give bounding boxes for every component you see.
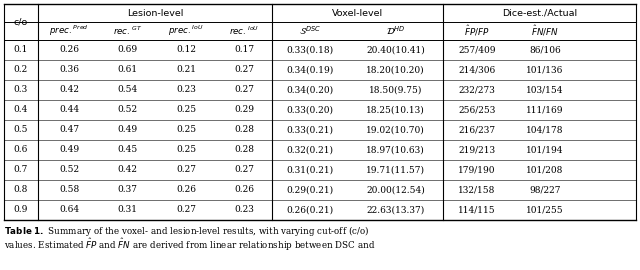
- Text: 0.12: 0.12: [176, 46, 196, 55]
- Text: 101/194: 101/194: [526, 146, 564, 154]
- Text: 18.20(10.20): 18.20(10.20): [366, 66, 425, 75]
- Text: 101/255: 101/255: [526, 205, 564, 214]
- Text: 0.6: 0.6: [14, 146, 28, 154]
- Text: 257/409: 257/409: [458, 46, 496, 55]
- Text: 0.32(0.21): 0.32(0.21): [287, 146, 333, 154]
- Text: 0.33(0.21): 0.33(0.21): [287, 126, 333, 134]
- Text: 0.47: 0.47: [59, 126, 79, 134]
- Text: 0.44: 0.44: [59, 106, 79, 114]
- Text: c/o: c/o: [14, 18, 28, 26]
- Text: 104/178: 104/178: [526, 126, 564, 134]
- Text: 0.7: 0.7: [14, 166, 28, 174]
- Text: $\hat{F}P/FP$: $\hat{F}P/FP$: [464, 24, 490, 38]
- Text: 98/227: 98/227: [529, 185, 561, 194]
- Text: 0.26: 0.26: [234, 185, 255, 194]
- Text: 0.45: 0.45: [117, 146, 138, 154]
- Text: 0.27: 0.27: [176, 205, 196, 214]
- Text: 0.23: 0.23: [235, 205, 255, 214]
- Text: 0.26(0.21): 0.26(0.21): [287, 205, 333, 214]
- Text: 0.9: 0.9: [14, 205, 28, 214]
- Text: 20.40(10.41): 20.40(10.41): [366, 46, 425, 55]
- Text: 0.1: 0.1: [14, 46, 28, 55]
- Text: 19.71(11.57): 19.71(11.57): [366, 166, 425, 174]
- Text: 0.49: 0.49: [59, 146, 79, 154]
- Text: 101/208: 101/208: [526, 166, 564, 174]
- Text: 0.23: 0.23: [176, 86, 196, 94]
- Text: 0.21: 0.21: [176, 66, 196, 75]
- Text: 114/115: 114/115: [458, 205, 496, 214]
- Text: 0.61: 0.61: [117, 66, 138, 75]
- Text: 0.64: 0.64: [59, 205, 79, 214]
- Text: 0.42: 0.42: [59, 86, 79, 94]
- Text: 111/169: 111/169: [526, 106, 564, 114]
- Text: 0.52: 0.52: [59, 166, 79, 174]
- Text: $\hat{F}N/FN$: $\hat{F}N/FN$: [531, 24, 559, 38]
- Text: 0.37: 0.37: [118, 185, 138, 194]
- Text: 0.17: 0.17: [234, 46, 255, 55]
- Text: 0.29: 0.29: [234, 106, 255, 114]
- Text: Voxel-level: Voxel-level: [332, 8, 383, 18]
- Text: 0.31(0.21): 0.31(0.21): [287, 166, 333, 174]
- Text: 0.28: 0.28: [234, 126, 255, 134]
- Text: Dice-est./Actual: Dice-est./Actual: [502, 8, 577, 18]
- Text: 0.33(0.18): 0.33(0.18): [287, 46, 333, 55]
- Text: $prec.^{Pred}$: $prec.^{Pred}$: [49, 24, 89, 38]
- Text: 0.54: 0.54: [117, 86, 138, 94]
- Text: 18.97(10.63): 18.97(10.63): [366, 146, 425, 154]
- Text: 0.4: 0.4: [14, 106, 28, 114]
- Text: $rec.^{IoU}$: $rec.^{IoU}$: [229, 25, 260, 37]
- Text: 0.28: 0.28: [234, 146, 255, 154]
- Text: values. Estimated $\hat{F}P$ and $\hat{F}N$ are derived from linear relationship: values. Estimated $\hat{F}P$ and $\hat{F…: [4, 236, 375, 253]
- Text: 132/158: 132/158: [458, 185, 496, 194]
- Text: 86/106: 86/106: [529, 46, 561, 55]
- Text: 0.29(0.21): 0.29(0.21): [287, 185, 333, 194]
- Text: 0.26: 0.26: [176, 185, 196, 194]
- Text: 0.27: 0.27: [234, 86, 255, 94]
- Text: 18.50(9.75): 18.50(9.75): [369, 86, 422, 94]
- Text: 0.8: 0.8: [14, 185, 28, 194]
- Text: 0.25: 0.25: [176, 106, 196, 114]
- Text: 256/253: 256/253: [458, 106, 496, 114]
- Text: $rec.^{GT}$: $rec.^{GT}$: [113, 25, 142, 37]
- Text: $\mathbf{Table\ 1.}$ Summary of the voxel- and lesion-level results, with varyin: $\mathbf{Table\ 1.}$ Summary of the voxe…: [4, 224, 369, 238]
- Text: $\mathcal{D}^{HD}$: $\mathcal{D}^{HD}$: [386, 25, 405, 37]
- Text: 18.25(10.13): 18.25(10.13): [366, 106, 425, 114]
- Text: 101/136: 101/136: [526, 66, 564, 75]
- Text: 0.58: 0.58: [59, 185, 79, 194]
- Text: 103/154: 103/154: [526, 86, 564, 94]
- Text: 179/190: 179/190: [458, 166, 496, 174]
- Text: 20.00(12.54): 20.00(12.54): [366, 185, 425, 194]
- Text: 0.2: 0.2: [14, 66, 28, 75]
- Text: 0.34(0.20): 0.34(0.20): [287, 86, 333, 94]
- Text: Lesion-level: Lesion-level: [127, 8, 183, 18]
- Text: 0.69: 0.69: [117, 46, 138, 55]
- Text: 0.33(0.20): 0.33(0.20): [287, 106, 333, 114]
- Text: 0.3: 0.3: [14, 86, 28, 94]
- Text: 0.27: 0.27: [234, 166, 255, 174]
- Text: 219/213: 219/213: [458, 146, 495, 154]
- Text: 0.25: 0.25: [176, 126, 196, 134]
- Text: 0.52: 0.52: [117, 106, 138, 114]
- Text: 0.25: 0.25: [176, 146, 196, 154]
- Text: 0.34(0.19): 0.34(0.19): [286, 66, 333, 75]
- Text: 0.5: 0.5: [13, 126, 28, 134]
- Text: 0.27: 0.27: [234, 66, 255, 75]
- Text: 232/273: 232/273: [459, 86, 495, 94]
- Text: 0.27: 0.27: [176, 166, 196, 174]
- Text: 214/306: 214/306: [458, 66, 495, 75]
- Text: 0.31: 0.31: [118, 205, 138, 214]
- Text: 216/237: 216/237: [458, 126, 495, 134]
- Text: $prec.^{IoU}$: $prec.^{IoU}$: [168, 24, 204, 38]
- Text: 0.42: 0.42: [118, 166, 138, 174]
- Text: $\mathcal{S}^{DSC}$: $\mathcal{S}^{DSC}$: [299, 25, 321, 37]
- Text: 0.49: 0.49: [117, 126, 138, 134]
- Text: 0.26: 0.26: [59, 46, 79, 55]
- Text: 0.36: 0.36: [59, 66, 79, 75]
- Text: 22.63(13.37): 22.63(13.37): [366, 205, 424, 214]
- Text: 19.02(10.70): 19.02(10.70): [366, 126, 425, 134]
